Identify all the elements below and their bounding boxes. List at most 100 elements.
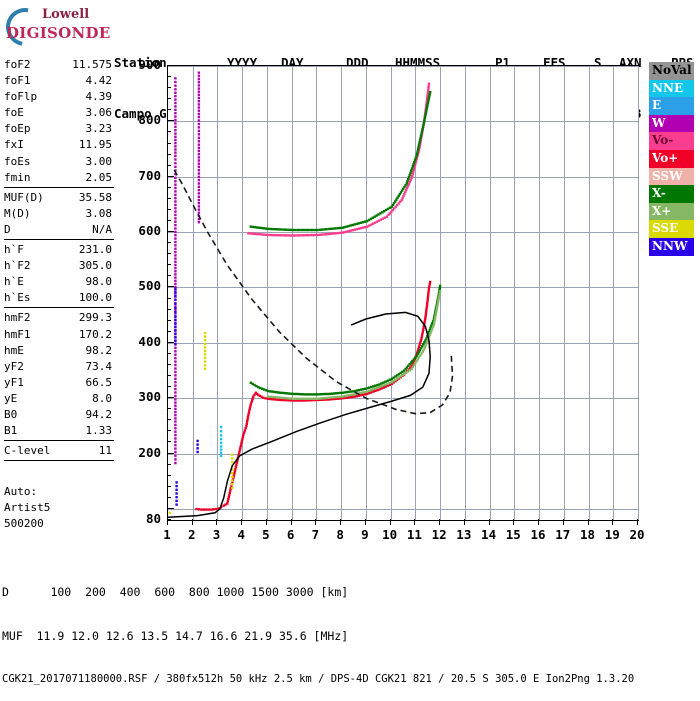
footer-distance-row: D 100 200 400 600 800 1000 1500 3000 [km… bbox=[2, 585, 349, 599]
param-group-divider bbox=[4, 186, 114, 188]
legend-item-nne[interactable]: NNE bbox=[649, 79, 694, 98]
legend-item-e[interactable]: E bbox=[649, 97, 694, 115]
param-row-h-f2: h`F2 305.0 bbox=[2, 258, 116, 274]
param-value: 1.33 bbox=[85, 424, 113, 438]
param-value: 98.2 bbox=[85, 343, 113, 357]
gridline-vertical bbox=[613, 66, 614, 520]
gridline-vertical bbox=[415, 66, 416, 520]
y-axis-minor-tick bbox=[167, 87, 171, 89]
y-axis-label-200: 200 bbox=[138, 444, 161, 460]
param-value: 66.5 bbox=[85, 375, 113, 389]
x-axis-tick bbox=[315, 519, 317, 525]
y-axis-minor-tick bbox=[167, 319, 171, 321]
curve-muf-dashed-curve bbox=[173, 169, 454, 415]
y-axis-tick bbox=[167, 341, 174, 343]
x-axis-tick bbox=[191, 519, 193, 525]
x-axis-label-18: 18 bbox=[579, 527, 596, 542]
x-axis-label-11: 11 bbox=[406, 527, 422, 542]
y-axis-tick bbox=[167, 286, 174, 288]
param-value: 2.05 bbox=[85, 170, 113, 184]
series-second-hop-f2-vo-pink- bbox=[247, 82, 431, 237]
y-axis-minor-tick bbox=[167, 375, 171, 377]
series-x-trace-x-dark-green- bbox=[249, 284, 442, 396]
param-value: 100.0 bbox=[78, 291, 112, 305]
param-key: foE bbox=[4, 106, 24, 120]
legend-item-ssw[interactable]: SSW bbox=[649, 167, 694, 186]
param-row-fof2: foF2 11.575 bbox=[2, 57, 116, 73]
gridline-horizontal bbox=[168, 343, 638, 344]
gridline-horizontal bbox=[168, 454, 638, 455]
x-axis-tick bbox=[340, 519, 342, 525]
gridline-horizontal bbox=[168, 177, 638, 178]
x-axis-tick bbox=[167, 519, 168, 525]
param-value: 98.0 bbox=[85, 275, 113, 289]
legend-item-w[interactable]: W bbox=[649, 114, 694, 133]
ionogram-plot[interactable] bbox=[167, 65, 639, 521]
autoscale-line-1: Auto: bbox=[4, 485, 38, 498]
param-row-hme: hmE 98.2 bbox=[2, 343, 116, 359]
lowell-digisonde-logo: Lowell DIGISONDE bbox=[0, 0, 116, 54]
param-key: foEp bbox=[4, 122, 31, 136]
param-value: 305.0 bbox=[78, 259, 112, 273]
x-axis-tick bbox=[637, 519, 638, 525]
x-axis-tick bbox=[265, 519, 267, 525]
param-row-ye: yE 8.0 bbox=[2, 391, 116, 407]
x-axis-label-12: 12 bbox=[431, 527, 447, 542]
x-axis-tick bbox=[488, 519, 490, 525]
gridline-vertical bbox=[366, 66, 367, 520]
x-axis-label-2: 2 bbox=[187, 527, 196, 542]
polarization-legend[interactable]: NoVal NNE E W Vo- Vo+ SSW X- X+ SSE NNW bbox=[649, 62, 694, 256]
gridline-horizontal bbox=[168, 66, 638, 67]
footer-muf-row: MUF 11.9 12.0 12.6 13.5 14.7 16.6 21.9 3… bbox=[2, 628, 349, 643]
x-axis-label-3: 3 bbox=[212, 527, 221, 542]
legend-item-vo-[interactable]: Vo+ bbox=[649, 149, 694, 168]
series-sse-yellow-noise bbox=[168, 331, 234, 515]
y-axis-minor-tick bbox=[167, 496, 171, 498]
param-group-divider bbox=[4, 307, 114, 309]
param-row-hmf2: hmF2 299.3 bbox=[2, 310, 116, 326]
y-axis-tick bbox=[167, 175, 174, 177]
legend-item-x-[interactable]: X- bbox=[649, 185, 694, 203]
legend-item-noval[interactable]: NoVal bbox=[649, 62, 694, 80]
param-key: fmin bbox=[4, 170, 31, 184]
y-axis-tick bbox=[167, 65, 174, 66]
param-group-2: MUF(D) 35.58 M(D) 3.08 D N/A bbox=[2, 189, 116, 238]
x-axis-label-19: 19 bbox=[604, 527, 620, 542]
gridline-vertical bbox=[490, 66, 491, 520]
param-key: B1 bbox=[4, 424, 18, 438]
y-axis-minor-tick bbox=[167, 186, 171, 188]
y-axis-minor-tick bbox=[167, 408, 171, 410]
y-axis-label-600: 600 bbox=[138, 223, 161, 239]
param-key: h`E bbox=[4, 275, 24, 289]
y-axis-label-900: 900 bbox=[138, 57, 161, 72]
x-axis-label-4: 4 bbox=[237, 527, 245, 542]
param-value: 11.575 bbox=[72, 58, 112, 71]
legend-item-vo-[interactable]: Vo- bbox=[649, 132, 694, 150]
y-axis-tick bbox=[167, 507, 174, 509]
y-axis-label-700: 700 bbox=[138, 167, 161, 183]
param-value: 11.95 bbox=[78, 138, 112, 152]
legend-item-sse[interactable]: SSE bbox=[649, 220, 694, 238]
series-nnw-blue-noise bbox=[174, 287, 199, 506]
y-axis-minor-tick bbox=[167, 297, 171, 299]
param-value: 299.3 bbox=[78, 311, 112, 325]
param-row-foflp: foFlp 4.39 bbox=[2, 89, 116, 105]
series-second-hop-x-dark-green- bbox=[249, 90, 432, 232]
x-axis-tick bbox=[216, 519, 218, 525]
gridline-vertical bbox=[638, 66, 639, 520]
param-row-yf2: yF2 73.4 bbox=[2, 359, 116, 375]
gridline-vertical bbox=[391, 66, 392, 520]
y-axis-minor-tick bbox=[167, 474, 171, 476]
param-key: foFlp bbox=[4, 90, 38, 104]
legend-item-x-[interactable]: X+ bbox=[649, 202, 694, 221]
param-value: 8.0 bbox=[92, 391, 112, 405]
param-key: hmF1 bbox=[4, 327, 31, 341]
y-axis-minor-tick bbox=[167, 131, 171, 133]
x-axis-tick bbox=[463, 519, 465, 525]
x-axis-label-8: 8 bbox=[336, 527, 344, 542]
param-group-divider bbox=[4, 440, 114, 442]
legend-item-nnw[interactable]: NNW bbox=[649, 237, 694, 256]
x-axis-label-16: 16 bbox=[530, 527, 546, 542]
param-value: 3.23 bbox=[85, 122, 113, 136]
gridline-vertical bbox=[341, 66, 342, 520]
